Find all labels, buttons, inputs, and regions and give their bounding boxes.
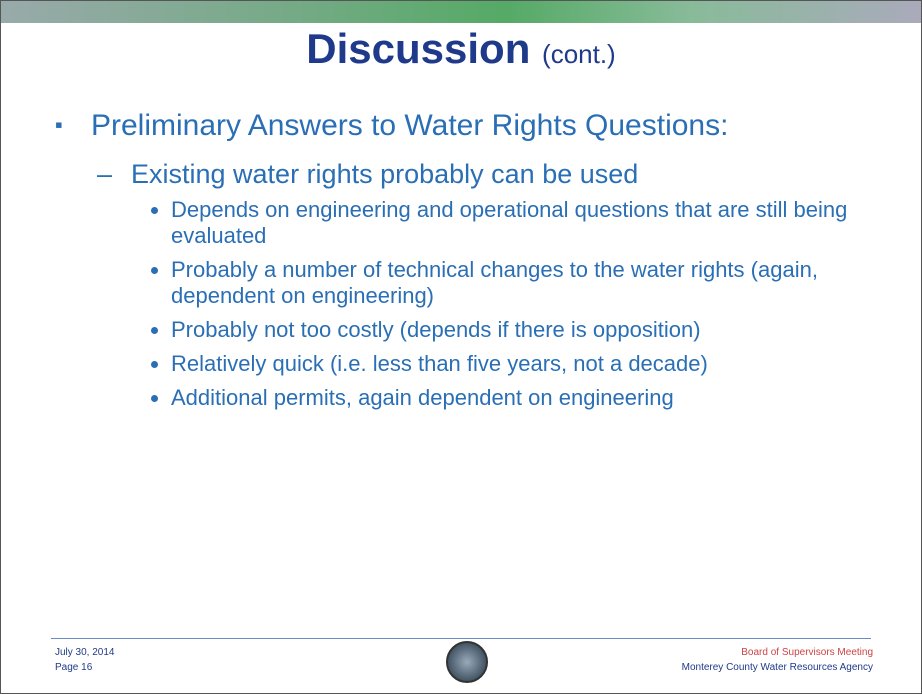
title-main: Discussion (306, 25, 530, 72)
slide: Discussion (cont.) Preliminary Answers t… (0, 0, 922, 694)
point: Relatively quick (i.e. less than five ye… (171, 351, 871, 377)
footer-date: July 30, 2014 (55, 647, 115, 658)
title: Discussion (cont.) (1, 25, 921, 73)
title-suffix: (cont.) (542, 39, 616, 69)
footer-page: Page 16 (55, 662, 92, 673)
banner (1, 1, 921, 23)
point: Depends on engineering and operational q… (171, 197, 871, 249)
footer-agency: Monterey County Water Resources Agency (682, 662, 873, 673)
point: Probably not too costly (depends if ther… (171, 317, 871, 343)
sub-bullet: Existing water rights probably can be us… (131, 159, 638, 190)
point: Probably a number of technical changes t… (171, 257, 871, 309)
footer-meeting: Board of Supervisors Meeting (741, 647, 873, 658)
bullet-text: Preliminary Answers to Water Rights Ques… (91, 109, 728, 142)
points: Depends on engineering and operational q… (151, 197, 871, 419)
point: Additional permits, again dependent on e… (171, 385, 871, 411)
seal (446, 641, 488, 683)
footer-line (51, 638, 871, 639)
bullet: Preliminary Answers to Water Rights Ques… (59, 109, 728, 143)
